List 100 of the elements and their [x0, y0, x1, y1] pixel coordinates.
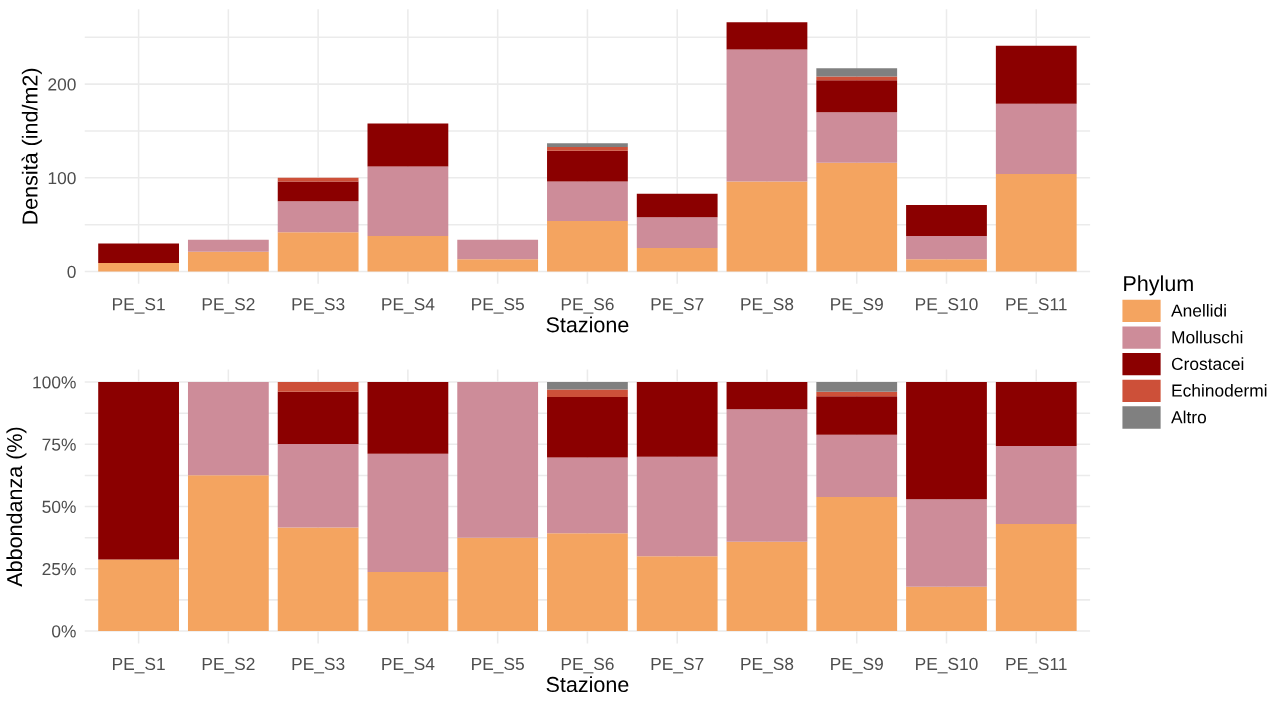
bar	[726, 181, 808, 272]
x-tick-label: PE_S10	[916, 298, 978, 314]
bar	[277, 232, 359, 272]
legend-label: Altro	[1171, 410, 1207, 424]
bar	[277, 444, 359, 528]
bar	[995, 446, 1077, 524]
bar	[816, 396, 898, 435]
bar	[547, 150, 628, 182]
bar	[816, 112, 898, 163]
bar	[995, 103, 1077, 175]
bar	[995, 382, 1077, 447]
bar	[906, 205, 987, 236]
x-tick-label: PE_S9	[831, 657, 883, 674]
x-tick-label: PE_S3	[292, 657, 345, 674]
bar	[457, 537, 539, 632]
y-tick-label: 25%	[42, 562, 76, 576]
x-tick-label: PE_S2	[202, 657, 255, 674]
bar	[995, 523, 1077, 632]
x-tick-label: PE_S10	[916, 657, 978, 674]
y-tick-label: 200	[48, 78, 76, 91]
legend-label: Echinodermi	[1172, 383, 1267, 397]
bar	[187, 251, 269, 272]
bar	[277, 527, 359, 632]
x-tick-label: PE_S2	[202, 298, 255, 314]
bar	[636, 248, 718, 272]
bar	[906, 499, 987, 587]
bar	[816, 382, 898, 392]
y-axis-title: Abbondanza (%)	[6, 427, 27, 587]
bar	[816, 391, 898, 397]
bar	[98, 559, 179, 632]
bar	[367, 382, 449, 454]
bar	[636, 217, 718, 249]
y-tick-label: 75%	[42, 438, 76, 451]
x-tick-label: PE_S6	[561, 298, 614, 314]
x-tick-label: PE_S11	[1006, 298, 1067, 314]
x-tick-label: PE_S3	[292, 298, 345, 314]
bar	[367, 166, 449, 236]
bar	[816, 80, 898, 113]
x-tick-label: PE_S5	[472, 657, 524, 674]
x-tick-label: PE_S7	[651, 298, 704, 314]
bar	[457, 259, 539, 272]
bar	[98, 263, 179, 272]
bar	[277, 382, 359, 392]
bar	[367, 453, 449, 572]
bar	[457, 382, 539, 538]
bar	[277, 391, 359, 445]
bar	[277, 177, 359, 182]
bar	[816, 497, 898, 632]
legend-label: Molluschi	[1172, 330, 1243, 344]
x-tick-label: PE_S7	[651, 657, 704, 674]
bar	[547, 396, 628, 458]
x-tick-label: PE_S4	[382, 657, 435, 674]
x-tick-label: PE_S6	[561, 657, 614, 674]
bar	[816, 434, 898, 498]
bar	[98, 382, 179, 560]
bar	[367, 572, 449, 632]
bar	[457, 239, 539, 260]
bar	[98, 243, 179, 264]
bar	[726, 22, 808, 50]
bar	[726, 541, 808, 632]
x-tick-label: PE_S4	[382, 298, 435, 314]
x-tick-label: PE_S11	[1006, 657, 1067, 674]
bar	[995, 174, 1077, 272]
bar	[277, 181, 359, 202]
x-tick-label: PE_S8	[741, 657, 794, 674]
x-tick-label: PE_S8	[741, 298, 794, 314]
x-tick-label: PE_S9	[831, 298, 883, 314]
bar	[187, 382, 269, 476]
bar	[547, 389, 628, 397]
bar	[726, 382, 808, 410]
bar	[367, 235, 449, 272]
y-tick-label: 0%	[52, 625, 76, 638]
bar	[277, 201, 359, 233]
legend-title: Phylum	[1124, 275, 1193, 296]
x-axis-title: Stazione	[546, 676, 629, 693]
y-tick-label: 50%	[42, 500, 76, 513]
bar	[547, 220, 628, 272]
bar	[995, 45, 1077, 104]
x-tick-label: PE_S1	[113, 657, 165, 674]
bar	[547, 457, 628, 534]
bar	[187, 239, 269, 252]
bar	[547, 143, 628, 147]
bar	[547, 146, 628, 151]
legend-label: Anellidi	[1171, 304, 1226, 317]
bar	[367, 123, 449, 167]
bar	[547, 181, 628, 221]
legend-label: Crostacei	[1171, 357, 1244, 371]
bar	[547, 533, 628, 632]
bar	[187, 475, 269, 632]
bar	[636, 382, 718, 457]
bar	[816, 68, 898, 77]
bar	[906, 259, 987, 272]
y-tick-label: 0	[67, 265, 76, 278]
bar	[906, 235, 987, 260]
y-axis-title: Densità (ind/m2)	[21, 68, 42, 224]
bar	[906, 586, 987, 632]
x-axis-title: Stazione	[546, 316, 629, 333]
bar	[636, 556, 718, 632]
bar	[547, 382, 628, 390]
bar	[636, 456, 718, 557]
